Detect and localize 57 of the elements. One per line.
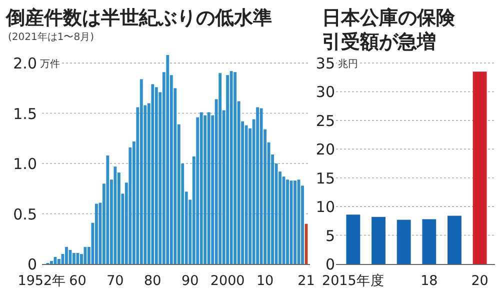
chart-title: 倒産件数は半世紀ぶりの低水準: [5, 7, 272, 29]
bar: [260, 108, 263, 264]
chart-subtitle: (2021年は1〜8月): [8, 31, 94, 43]
bar: [346, 214, 360, 264]
bar: [372, 216, 386, 264]
x-tick-label: 80: [144, 273, 162, 289]
bar: [396, 220, 411, 264]
bar: [114, 166, 117, 264]
y-tick-label: 2.0: [13, 54, 37, 73]
y-tick-label: 1.0: [13, 155, 37, 174]
y-axis-title: 兆円: [338, 58, 358, 70]
bar: [226, 75, 230, 264]
y-tick-label: 1.5: [13, 104, 37, 123]
x-tick-label: 90: [182, 273, 199, 289]
bar: [106, 155, 110, 264]
bar: [50, 260, 53, 264]
y-tick-label: 15: [316, 169, 335, 188]
y-axis-title: 万件: [40, 59, 60, 70]
bar: [207, 112, 210, 264]
bar: [422, 219, 436, 264]
x-tick-label: 10: [256, 273, 274, 289]
bar: [448, 216, 462, 264]
bar: [218, 73, 222, 264]
bar: [230, 71, 233, 264]
x-tick-label: 2000: [210, 273, 245, 289]
x-tick-label: 2015年度: [322, 273, 384, 289]
y-tick-label: 5: [325, 226, 335, 245]
y-tick-label: 30: [316, 83, 335, 102]
bar: [200, 112, 203, 264]
x-tick-label: 18: [420, 273, 438, 289]
x-tick-label: 20: [471, 273, 488, 289]
y-tick-label: 0: [27, 256, 37, 274]
y-tick-label: 0.5: [13, 205, 37, 224]
bar: [294, 180, 296, 264]
bar: [94, 204, 98, 264]
y-tick-label: 25: [316, 112, 335, 130]
bar: [472, 72, 487, 264]
bar: [256, 107, 260, 264]
bar: [65, 246, 68, 264]
bar: [140, 79, 143, 264]
bar: [151, 84, 154, 264]
y-tick-label: 35: [316, 54, 335, 72]
bar: [234, 72, 237, 264]
y-tick-label: 0: [325, 256, 335, 274]
bar: [204, 115, 207, 264]
bar: [286, 180, 289, 264]
x-tick-label: 60: [69, 273, 86, 289]
chart-title: 日本公庫の保険引受額が急増: [322, 7, 456, 53]
y-tick-label: 20: [316, 140, 335, 159]
y-tick-label: 10: [316, 198, 335, 216]
bar: [166, 55, 170, 264]
bar: [244, 125, 248, 264]
x-tick-label: 21: [298, 273, 315, 289]
bar: [72, 252, 76, 264]
x-tick-label: 1952年: [18, 273, 66, 289]
x-tick-label: 70: [106, 273, 124, 289]
bar: [154, 87, 158, 264]
